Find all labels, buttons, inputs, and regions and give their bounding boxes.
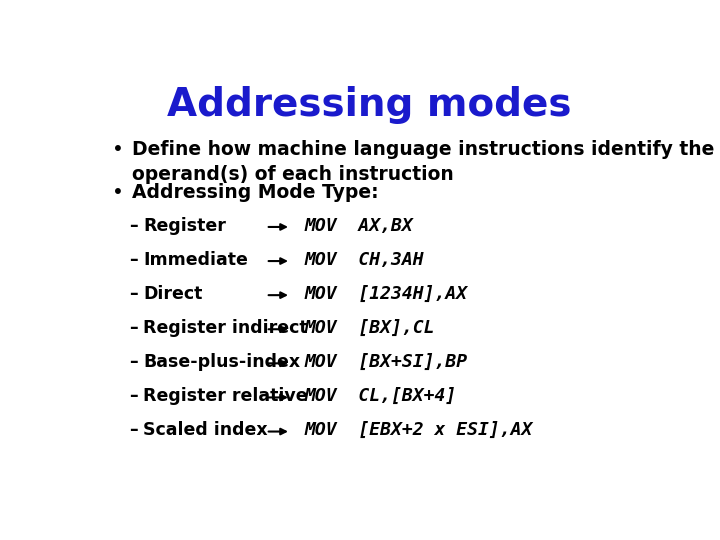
Text: •: • bbox=[112, 140, 124, 159]
Text: Immediate: Immediate bbox=[143, 251, 248, 269]
Text: MOV  [BX],CL: MOV [BX],CL bbox=[305, 319, 436, 337]
Text: Addressing modes: Addressing modes bbox=[167, 85, 571, 124]
Text: –: – bbox=[129, 353, 138, 371]
Text: MOV  CH,3AH: MOV CH,3AH bbox=[305, 251, 425, 269]
Text: •: • bbox=[112, 183, 124, 202]
Text: Direct: Direct bbox=[143, 285, 202, 303]
Text: MOV  [BX+SI],BP: MOV [BX+SI],BP bbox=[305, 353, 468, 371]
Text: Addressing Mode Type:: Addressing Mode Type: bbox=[132, 183, 379, 202]
Text: Scaled index: Scaled index bbox=[143, 421, 268, 439]
Text: Define how machine language instructions identify the
operand(s) of each instruc: Define how machine language instructions… bbox=[132, 140, 714, 184]
Text: –: – bbox=[129, 285, 138, 303]
Text: Register relative: Register relative bbox=[143, 387, 307, 405]
Text: MOV  CL,[BX+4]: MOV CL,[BX+4] bbox=[305, 387, 457, 405]
Text: Register indirect: Register indirect bbox=[143, 319, 307, 337]
Text: –: – bbox=[129, 217, 138, 234]
Text: MOV  [EBX+2 x ESI],AX: MOV [EBX+2 x ESI],AX bbox=[305, 421, 534, 439]
Text: Base-plus-index: Base-plus-index bbox=[143, 353, 300, 371]
Text: MOV  [1234H],AX: MOV [1234H],AX bbox=[305, 285, 468, 303]
Text: –: – bbox=[129, 319, 138, 337]
Text: Register: Register bbox=[143, 217, 226, 234]
Text: –: – bbox=[129, 387, 138, 405]
Text: MOV  AX,BX: MOV AX,BX bbox=[305, 217, 413, 234]
Text: –: – bbox=[129, 421, 138, 439]
Text: –: – bbox=[129, 251, 138, 269]
